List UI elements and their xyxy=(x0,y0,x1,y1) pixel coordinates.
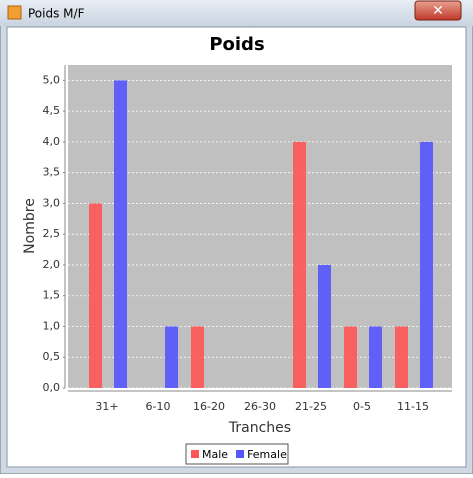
legend-label: Male xyxy=(202,448,228,461)
bar xyxy=(344,326,357,388)
x-tick-label: 21-25 xyxy=(295,400,327,413)
window-title: Poids M/F xyxy=(28,7,85,21)
legend: Male Female xyxy=(185,443,289,465)
y-tick-label: 1,5 xyxy=(43,289,61,302)
title-bar xyxy=(0,0,473,26)
y-tick-label: 5,0 xyxy=(43,73,61,86)
y-tick-label: 0,5 xyxy=(43,350,61,363)
close-icon[interactable]: ✕ xyxy=(432,3,444,19)
bar xyxy=(191,326,204,388)
y-tick-label: 2,5 xyxy=(43,227,61,240)
x-tick-label: 26-30 xyxy=(244,400,276,413)
legend-swatch xyxy=(236,450,245,458)
bar xyxy=(165,326,178,388)
bar xyxy=(395,326,408,388)
x-tick-label: 31+ xyxy=(95,400,118,413)
y-tick-label: 4,5 xyxy=(43,104,61,117)
y-tick-label: 1,0 xyxy=(43,319,61,332)
bar xyxy=(114,80,127,388)
y-tick-label: 2,0 xyxy=(43,258,61,271)
bar xyxy=(420,141,433,388)
x-tick-label: 11-15 xyxy=(397,400,429,413)
legend-label: Female xyxy=(247,448,287,461)
chart-title: Poids xyxy=(209,34,264,55)
bar xyxy=(89,203,102,388)
y-tick-label: 3,0 xyxy=(43,196,61,209)
x-axis-label: Tranches xyxy=(228,420,291,436)
y-tick-label: 4,0 xyxy=(43,135,61,148)
x-tick-label: 16-20 xyxy=(193,400,225,413)
bar xyxy=(369,326,382,388)
y-axis-label: Nombre xyxy=(22,198,38,254)
bar xyxy=(293,141,306,388)
bar xyxy=(318,264,331,388)
y-tick-label: 0,0 xyxy=(43,381,61,394)
x-tick-label: 0-5 xyxy=(353,400,371,413)
legend-swatch xyxy=(191,450,199,458)
close-button[interactable] xyxy=(414,0,462,21)
x-tick-label: 6-10 xyxy=(146,400,171,413)
y-tick-label: 3,5 xyxy=(43,166,61,179)
app-icon xyxy=(7,5,22,20)
plot-area xyxy=(68,65,452,388)
